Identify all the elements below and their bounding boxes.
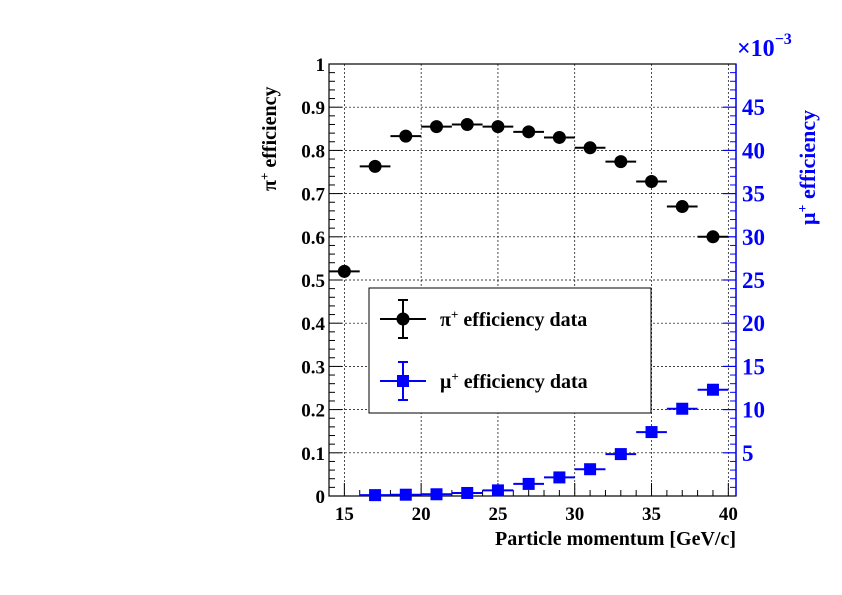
right-y-axis-title: μ+ efficiency	[795, 110, 820, 225]
data-point-muon	[706, 383, 719, 396]
data-point-pion	[645, 175, 659, 189]
legend-marker-muon	[380, 361, 426, 401]
y-right-tick-label: 30	[742, 225, 765, 250]
data-point-muon	[430, 488, 443, 501]
data-point-pion	[337, 264, 351, 278]
left-y-axis-title: π+ efficiency	[257, 87, 281, 191]
data-point-pion	[430, 120, 444, 134]
y-right-tick-label: 20	[742, 311, 765, 336]
data-point-muon	[676, 402, 689, 415]
x-tick-label: 15	[335, 504, 354, 525]
data-point-muon	[522, 477, 535, 490]
data-point-pion	[552, 130, 566, 144]
right-axis-multiplier-base: ×10	[737, 36, 775, 62]
right-y-axis-title-symbol: μ	[795, 212, 820, 225]
y-left-tick-label: 0.2	[301, 401, 325, 422]
right-y-axis-ticks: 5 10 15 20 25 30 35 40 45	[723, 72, 765, 488]
y-right-tick-label: 35	[742, 182, 765, 207]
y-left-tick-label: 0.6	[301, 228, 325, 249]
left-y-axis-title-sup: +	[257, 173, 272, 180]
y-right-tick-label: 40	[742, 138, 765, 163]
x-tick-label: 40	[719, 504, 738, 525]
data-point-pion	[491, 120, 505, 134]
x-axis-ticks: 15 20 25 30 35 40	[328, 483, 738, 525]
data-point-pion	[460, 117, 474, 131]
x-tick-label: 20	[412, 504, 431, 525]
data-point-muon	[491, 484, 504, 497]
left-y-axis-title-symbol: π	[259, 180, 281, 191]
y-right-tick-label: 15	[742, 354, 765, 379]
data-point-muon	[614, 448, 627, 461]
data-point-pion	[675, 200, 689, 214]
y-left-tick-label: 0.7	[301, 185, 325, 206]
legend: π+ efficiency data μ+ efficiency data	[368, 287, 652, 414]
legend-label-muon: μ+ efficiency data	[440, 369, 588, 393]
y-left-tick-label: 1	[316, 55, 326, 76]
x-tick-label: 25	[488, 504, 507, 525]
legend-box	[368, 287, 652, 414]
x-axis-title: Particle momentum [GeV/c]	[495, 528, 736, 550]
x-tick-label: 30	[565, 504, 584, 525]
y-left-tick-label: 0	[316, 487, 326, 508]
data-point-pion	[706, 230, 720, 244]
right-axis-multiplier-exp: −3	[775, 31, 792, 48]
y-left-tick-label: 0.5	[301, 271, 325, 292]
x-tick-label: 35	[642, 504, 661, 525]
legend-marker-pion	[380, 299, 426, 339]
data-point-muon	[369, 489, 382, 502]
data-point-muon	[461, 486, 474, 499]
y-right-tick-label: 45	[742, 95, 765, 120]
data-point-muon	[399, 488, 412, 501]
data-point-pion	[522, 125, 536, 139]
y-left-tick-label: 0.1	[301, 444, 325, 465]
right-y-axis-title-rest: efficiency	[795, 110, 820, 205]
data-point-muon	[645, 426, 658, 439]
data-point-pion	[583, 141, 597, 155]
data-point-muon	[584, 463, 597, 476]
y-right-tick-label: 25	[742, 268, 765, 293]
legend-label-pion: π+ efficiency data	[440, 307, 587, 331]
data-point-pion	[399, 129, 413, 143]
y-left-tick-label: 0.9	[301, 98, 325, 119]
data-point-pion	[614, 155, 628, 169]
right-y-axis-title-sup: +	[796, 205, 811, 213]
data-point-pion	[368, 159, 382, 173]
data-point-muon	[553, 471, 566, 484]
y-left-tick-label: 0.8	[301, 141, 325, 162]
left-y-axis-title-rest: efficiency	[259, 87, 281, 173]
right-axis-multiplier: ×10−3	[737, 31, 792, 62]
y-right-tick-label: 5	[742, 441, 754, 466]
left-y-axis-ticks: 0 0.1 0.2 0.3 0.4 0.5 0.6 0.7 0.8 0.9 1	[301, 55, 342, 508]
y-right-tick-label: 10	[742, 398, 765, 423]
data-series	[329, 117, 729, 502]
y-left-tick-label: 0.4	[301, 314, 325, 335]
y-left-tick-label: 0.3	[301, 357, 325, 378]
